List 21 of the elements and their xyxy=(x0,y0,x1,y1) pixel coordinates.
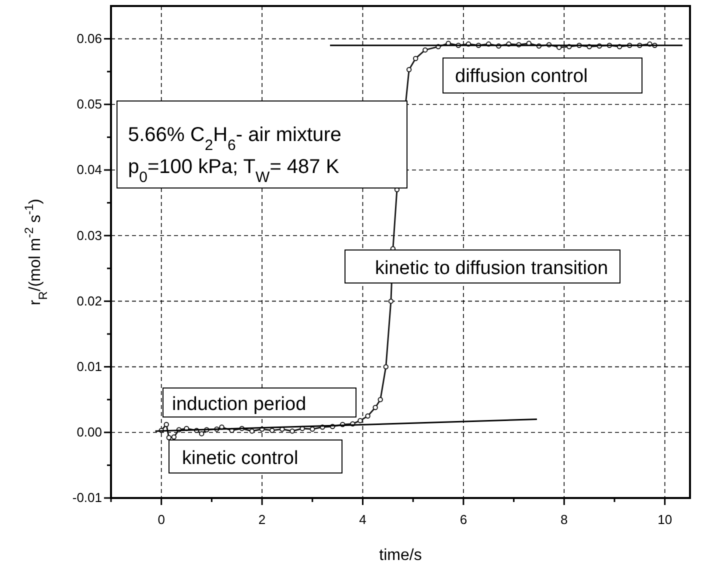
y-tick-label: 0.03 xyxy=(76,228,102,243)
y-tick-label: 0.06 xyxy=(76,30,102,46)
annotation: diffusion control xyxy=(455,66,588,87)
annotation: kinetic control xyxy=(182,448,298,469)
y-tick-label: 0.01 xyxy=(76,358,102,374)
x-tick-label: 0 xyxy=(158,512,165,527)
y-tick-label: 0.02 xyxy=(76,293,102,308)
x-tick-label: 10 xyxy=(658,512,672,527)
annotation: induction period xyxy=(172,394,306,415)
y-tick-label: 0.04 xyxy=(76,162,102,178)
x-tick-label: 8 xyxy=(560,512,568,527)
y-tick-label: 0.00 xyxy=(76,424,102,440)
x-tick-label: 2 xyxy=(258,512,266,527)
annotation: p$_{0}$=100 kPa; T$_{W}$= 487 K xyxy=(128,156,340,186)
annotation: kinetic to diffusion transition xyxy=(375,258,608,279)
y-tick-label: 0.05 xyxy=(76,96,102,112)
annotation: 5.66% C$_{2}$H$_{6}$- air mixture xyxy=(128,124,342,154)
x-tick-label: 4 xyxy=(359,512,366,527)
y-tick-label: -0.01 xyxy=(72,490,102,506)
x-tick-label: 6 xyxy=(460,512,468,527)
x-axis-title: time/s xyxy=(379,547,422,564)
